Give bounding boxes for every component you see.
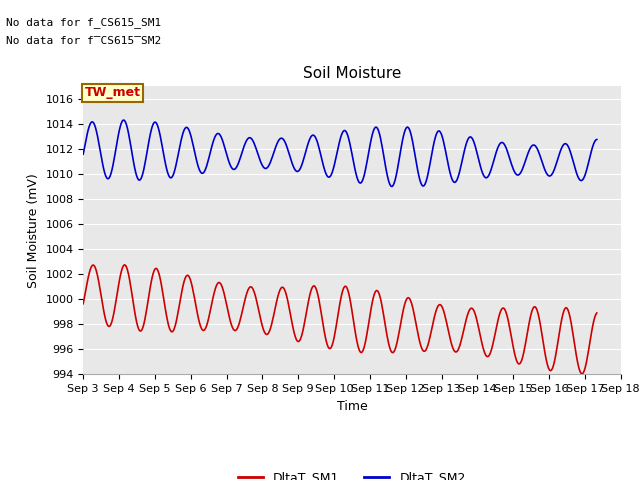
Title: Soil Moisture: Soil Moisture: [303, 66, 401, 81]
Text: No data for f_CS615_SM1: No data for f_CS615_SM1: [6, 17, 162, 28]
Text: No data for f̅CS615̅SM2: No data for f̅CS615̅SM2: [6, 36, 162, 46]
Legend: DltaT_SM1, DltaT_SM2: DltaT_SM1, DltaT_SM2: [233, 466, 471, 480]
Y-axis label: Soil Moisture (mV): Soil Moisture (mV): [27, 173, 40, 288]
Text: TW_met: TW_met: [85, 86, 141, 99]
X-axis label: Time: Time: [337, 400, 367, 413]
